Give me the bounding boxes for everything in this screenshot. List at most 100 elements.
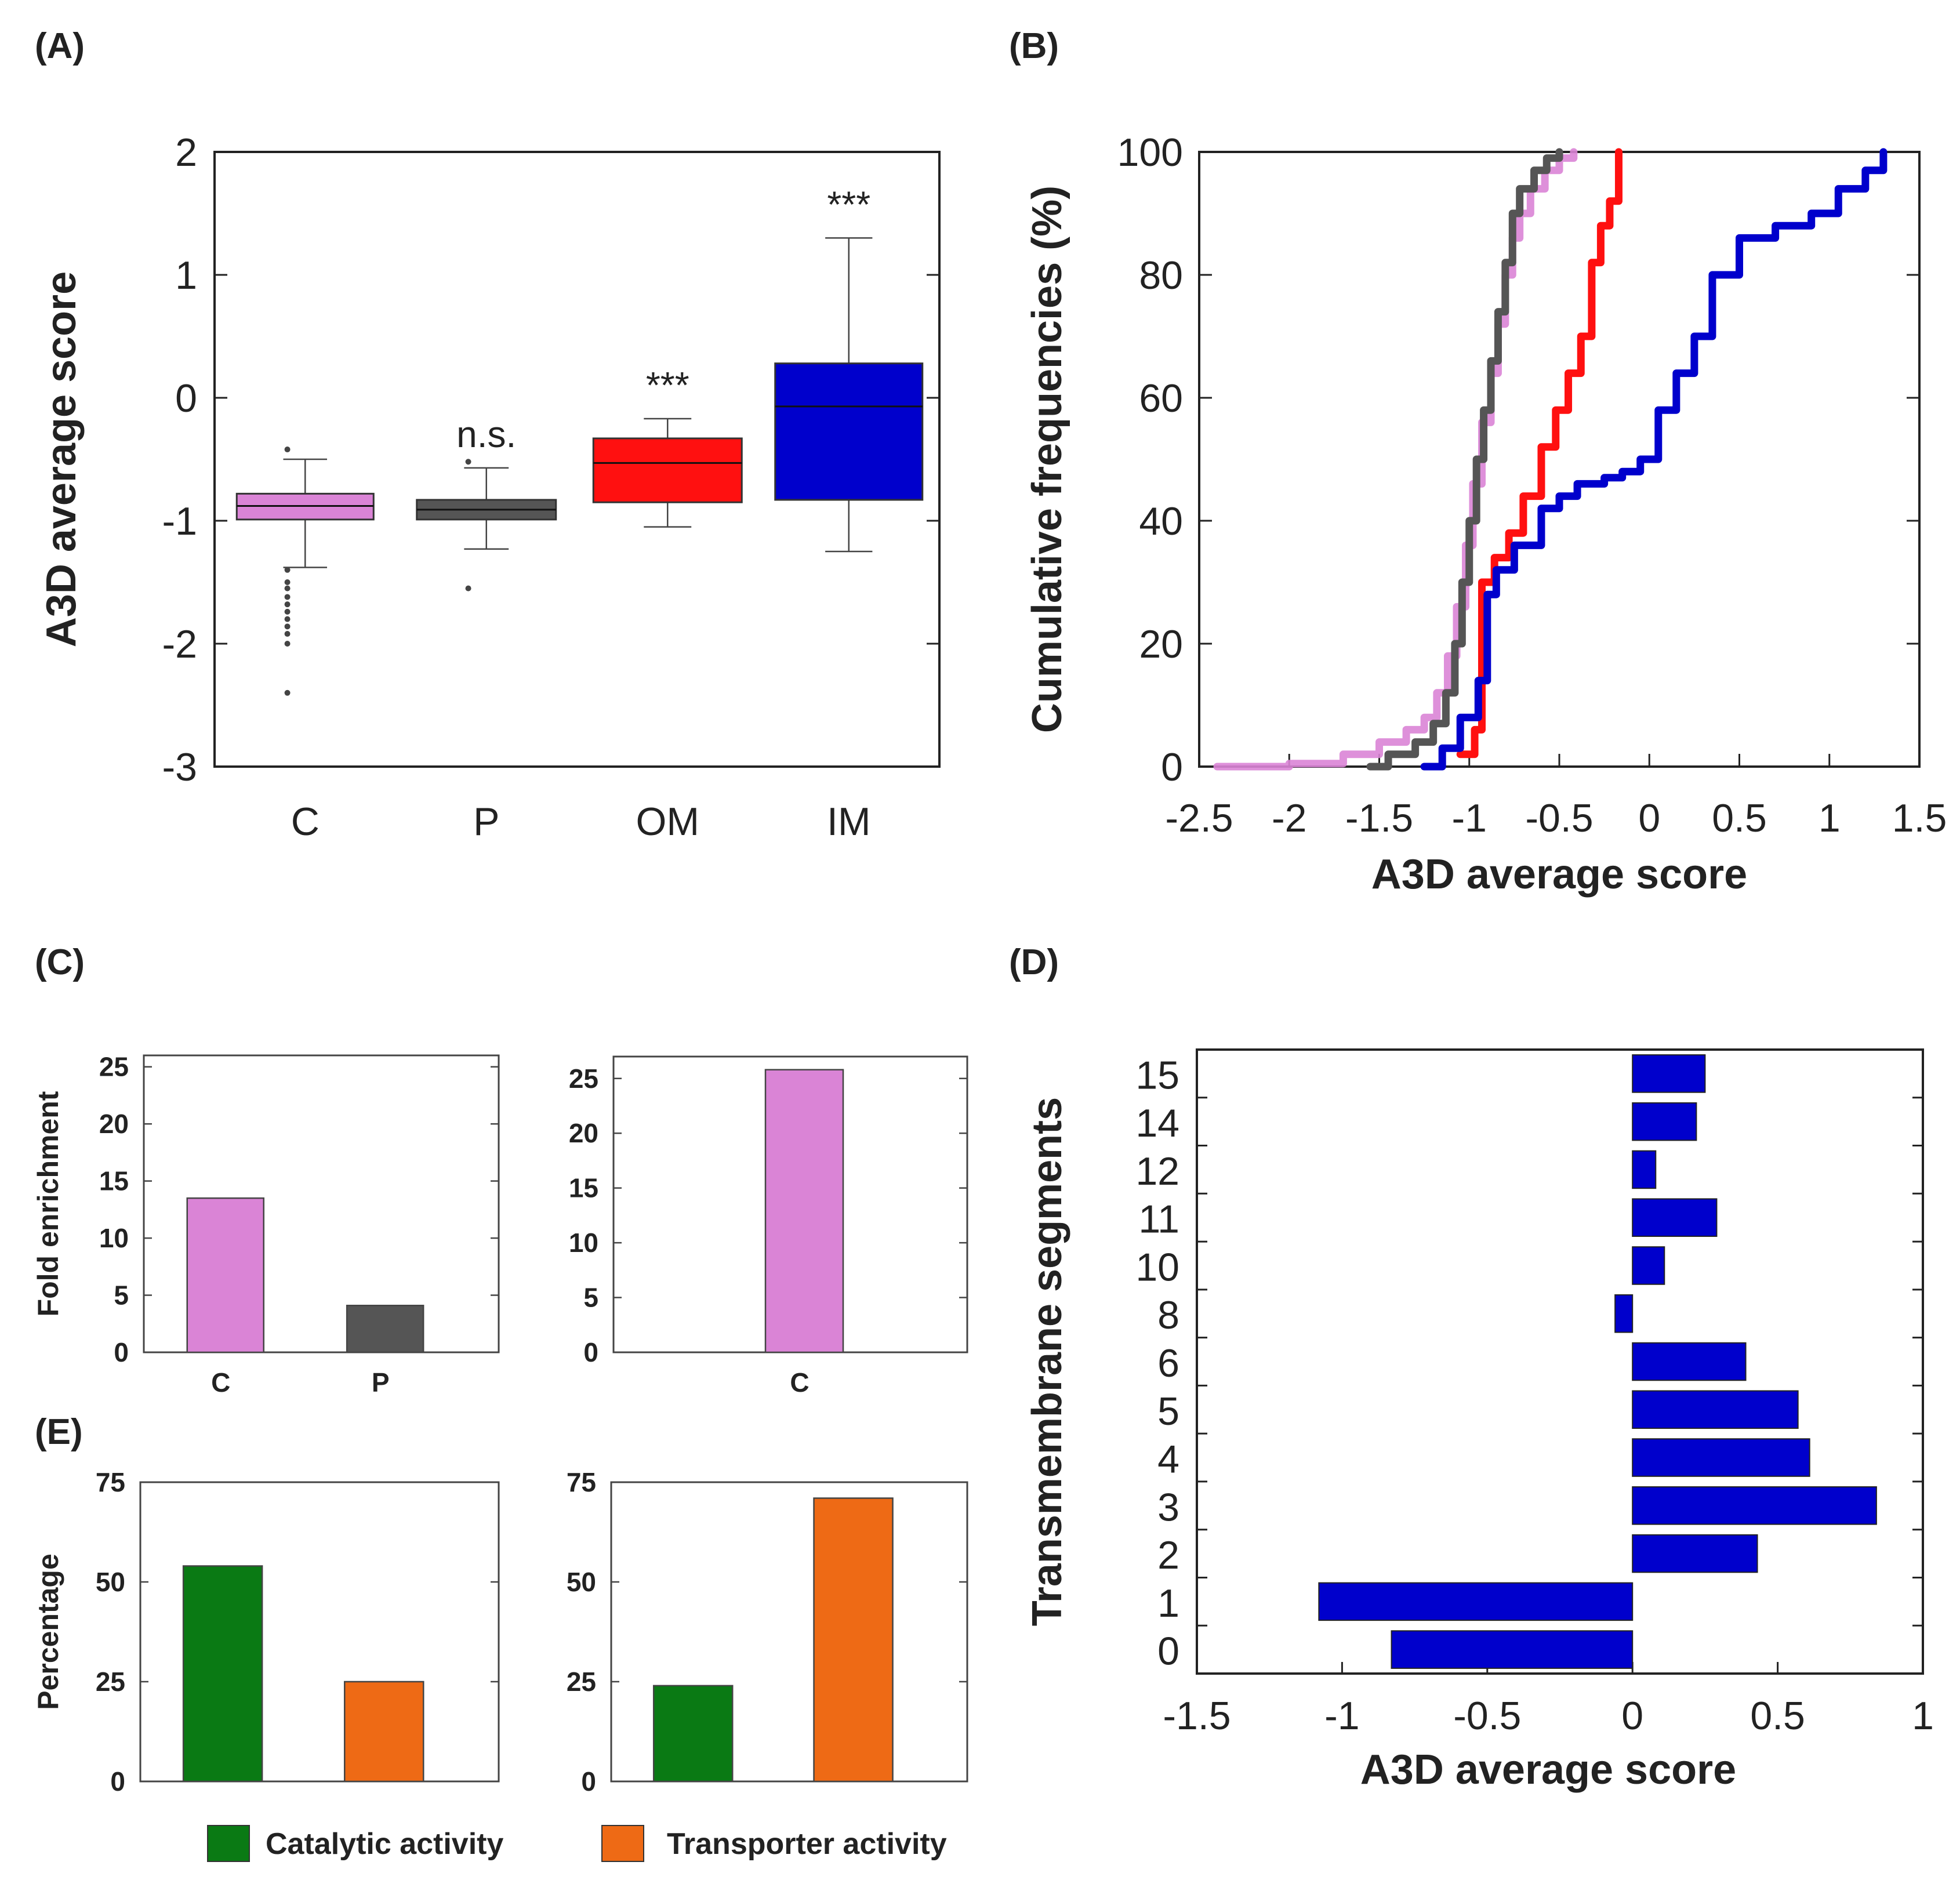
y-tick-label: -3 — [162, 745, 197, 789]
x-tick-label: -2 — [1272, 796, 1306, 840]
panel-letter-d: (D) — [1009, 942, 1059, 982]
series-line-im — [1420, 148, 1888, 771]
plot-frame — [1196, 1048, 1924, 1675]
x-tick-label: C — [291, 800, 320, 844]
y-tick-label: 20 — [569, 1118, 598, 1148]
box-outlier — [284, 447, 291, 453]
y-tick-label: 0 — [110, 1766, 125, 1796]
box-outlier — [284, 594, 291, 600]
y-tick-label: 25 — [99, 1052, 129, 1082]
x-tick-label: C — [790, 1367, 809, 1398]
hbar — [1632, 1342, 1747, 1381]
y-tick-label: -1 — [162, 499, 197, 543]
box-outlier — [284, 616, 291, 622]
panel-letter-e: (E) — [35, 1412, 83, 1452]
y-tick-label: 4 — [1157, 1438, 1179, 1482]
hbar — [1318, 1582, 1634, 1621]
y-tick-label: 15 — [99, 1166, 129, 1196]
box-outlier — [284, 631, 291, 637]
hbar — [1632, 1150, 1657, 1189]
legend: Catalytic activity Transporter activity — [207, 1825, 947, 1862]
legend-label-transporter: Transporter activity — [667, 1827, 947, 1861]
chart-c-left-bars: 0 5 10 15 20 25 Fold enrichment C P — [32, 1052, 500, 1398]
box-annotation: n.s. — [456, 413, 516, 455]
chart-c-right-bars: 0 5 10 15 20 25 C — [569, 1055, 968, 1398]
hbar — [1632, 1438, 1810, 1477]
box-outlier — [284, 608, 291, 615]
y-tick-label: 1 — [1157, 1581, 1179, 1625]
x-tick-label: -2.5 — [1165, 796, 1233, 840]
legend-label-catalytic: Catalytic activity — [266, 1827, 503, 1861]
y-tick-label: 0 — [114, 1337, 129, 1367]
bar-C — [764, 1069, 844, 1353]
panel-letter-b: (B) — [1009, 26, 1059, 66]
y-tick-label: 0 — [1161, 745, 1183, 789]
y-tick-label: 50 — [567, 1567, 596, 1597]
y-axis-title: Cumulative frequencies (%) — [1024, 186, 1070, 733]
chart-a-boxplot: -3 -2 -1 0 1 2 A3D average score Cn.s. P *** OM ***… — [38, 130, 941, 844]
series-line-om — [1456, 148, 1623, 758]
hbar — [1391, 1630, 1634, 1669]
box-annotation: *** — [646, 364, 689, 406]
y-tick-label: -2 — [162, 622, 197, 666]
plot-frame — [1198, 151, 1921, 768]
legend-swatch-transporter — [601, 1825, 644, 1862]
y-tick-label: 5 — [1157, 1389, 1179, 1433]
y-tick-label: 5 — [583, 1283, 598, 1313]
x-axis-title: A3D average score — [1371, 851, 1747, 898]
y-tick-label: 0 — [1157, 1629, 1179, 1674]
hbar — [1632, 1246, 1665, 1285]
x-tick-label: -1 — [1324, 1694, 1359, 1738]
y-tick-label: 6 — [1157, 1341, 1179, 1385]
box-outlier — [284, 567, 291, 573]
bar-transporter — [343, 1681, 424, 1783]
y-tick-label: 20 — [99, 1109, 129, 1139]
y-tick-label: 25 — [569, 1064, 598, 1094]
bar-transporter — [813, 1497, 894, 1783]
y-tick-label: 15 — [1135, 1053, 1179, 1097]
box-outlier — [465, 459, 471, 465]
y-tick-label: 40 — [1139, 499, 1183, 543]
hbar — [1614, 1294, 1634, 1333]
x-tick-label: P — [372, 1367, 390, 1398]
x-tick-label: C — [211, 1367, 230, 1398]
y-tick-label: 12 — [1135, 1149, 1179, 1193]
box-outlier — [284, 623, 291, 630]
chart-e-left-bars: 0 25 50 75 Percentage — [32, 1467, 500, 1796]
box-annotation: *** — [827, 183, 870, 225]
hbar — [1632, 1486, 1877, 1525]
hbar — [1632, 1534, 1758, 1573]
y-tick-label: 15 — [569, 1173, 598, 1203]
y-tick-label: 8 — [1157, 1293, 1179, 1337]
y-tick-label: 14 — [1135, 1101, 1179, 1145]
box-outlier — [465, 585, 471, 591]
box-outlier — [284, 601, 291, 608]
box-outlier — [284, 641, 291, 647]
x-tick-label: IM — [827, 800, 871, 844]
bar-P — [346, 1305, 424, 1353]
box-outlier — [284, 585, 291, 591]
y-tick-label: 75 — [96, 1467, 125, 1497]
hbar — [1632, 1198, 1718, 1237]
y-axis-title: A3D average score — [38, 271, 85, 647]
y-tick-label: 2 — [1157, 1533, 1179, 1577]
box-om — [592, 437, 743, 503]
x-tick-label: 0.5 — [1750, 1694, 1805, 1738]
x-tick-label: P — [473, 800, 499, 844]
y-tick-label: 5 — [114, 1280, 129, 1311]
y-tick-label: 10 — [1135, 1245, 1179, 1289]
x-tick-label: 0 — [1621, 1694, 1643, 1738]
y-axis-title: Fold enrichment — [32, 1091, 64, 1316]
bar-C — [186, 1197, 265, 1353]
box-im — [774, 362, 924, 501]
x-tick-label: 0.5 — [1712, 796, 1767, 840]
hbar — [1632, 1390, 1799, 1429]
y-tick-label: 2 — [175, 130, 197, 175]
y-axis-title: Percentage — [32, 1554, 64, 1710]
x-tick-label: -1.5 — [1345, 796, 1413, 840]
y-tick-label: 100 — [1117, 130, 1183, 175]
y-tick-label: 11 — [1138, 1197, 1179, 1242]
box-outlier — [284, 689, 291, 696]
x-tick-label: 0 — [1638, 796, 1660, 840]
